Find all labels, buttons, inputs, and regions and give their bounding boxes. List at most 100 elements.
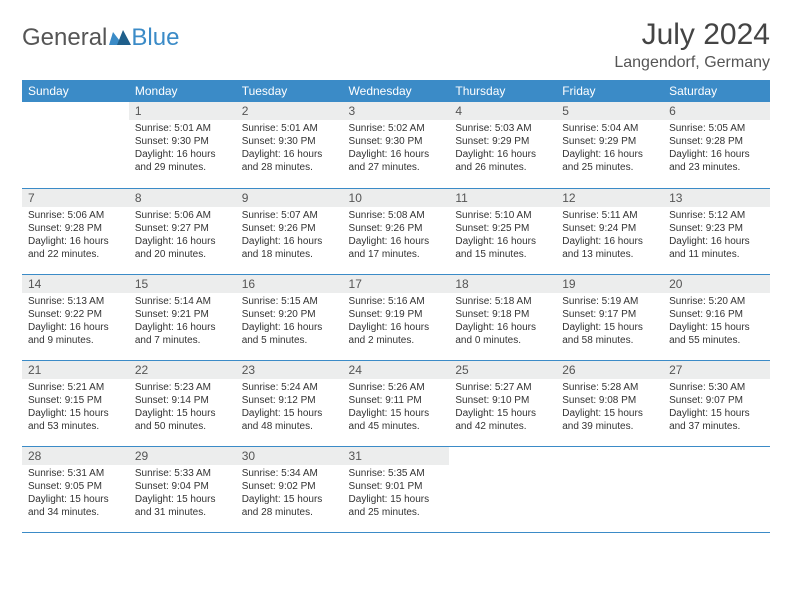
day-number: 20 <box>663 275 770 293</box>
sunrise-text: Sunrise: 5:14 AM <box>135 295 230 308</box>
calendar-day-cell: 30Sunrise: 5:34 AMSunset: 9:02 PMDayligh… <box>236 446 343 532</box>
calendar-day-cell: 24Sunrise: 5:26 AMSunset: 9:11 PMDayligh… <box>343 360 450 446</box>
calendar-day-cell: 9Sunrise: 5:07 AMSunset: 9:26 PMDaylight… <box>236 188 343 274</box>
day-body: Sunrise: 5:05 AMSunset: 9:28 PMDaylight:… <box>663 120 770 178</box>
calendar-day-cell: 14Sunrise: 5:13 AMSunset: 9:22 PMDayligh… <box>22 274 129 360</box>
day-number: 1 <box>129 102 236 120</box>
daylight-text: Daylight: 15 hours and 25 minutes. <box>349 493 444 519</box>
sunset-text: Sunset: 9:28 PM <box>28 222 123 235</box>
daylight-text: Daylight: 16 hours and 26 minutes. <box>455 148 550 174</box>
day-body: Sunrise: 5:24 AMSunset: 9:12 PMDaylight:… <box>236 379 343 437</box>
day-body: Sunrise: 5:31 AMSunset: 9:05 PMDaylight:… <box>22 465 129 523</box>
day-body: Sunrise: 5:26 AMSunset: 9:11 PMDaylight:… <box>343 379 450 437</box>
sunrise-text: Sunrise: 5:26 AM <box>349 381 444 394</box>
brand-triangle-icon <box>109 24 131 40</box>
weekday-header: Friday <box>556 80 663 102</box>
daylight-text: Daylight: 16 hours and 5 minutes. <box>242 321 337 347</box>
day-number: 10 <box>343 189 450 207</box>
daylight-text: Daylight: 16 hours and 25 minutes. <box>562 148 657 174</box>
day-number: 3 <box>343 102 450 120</box>
sunset-text: Sunset: 9:20 PM <box>242 308 337 321</box>
day-body: Sunrise: 5:06 AMSunset: 9:27 PMDaylight:… <box>129 207 236 265</box>
calendar-day-cell: 29Sunrise: 5:33 AMSunset: 9:04 PMDayligh… <box>129 446 236 532</box>
day-number: 30 <box>236 447 343 465</box>
weekday-header: Tuesday <box>236 80 343 102</box>
sunset-text: Sunset: 9:16 PM <box>669 308 764 321</box>
calendar-day-cell: 11Sunrise: 5:10 AMSunset: 9:25 PMDayligh… <box>449 188 556 274</box>
sunrise-text: Sunrise: 5:27 AM <box>455 381 550 394</box>
daylight-text: Daylight: 16 hours and 15 minutes. <box>455 235 550 261</box>
brand-logo: General Blue <box>22 24 179 52</box>
day-body: Sunrise: 5:07 AMSunset: 9:26 PMDaylight:… <box>236 207 343 265</box>
daylight-text: Daylight: 15 hours and 42 minutes. <box>455 407 550 433</box>
calendar-day-cell: 6Sunrise: 5:05 AMSunset: 9:28 PMDaylight… <box>663 102 770 188</box>
sunset-text: Sunset: 9:18 PM <box>455 308 550 321</box>
sunrise-text: Sunrise: 5:24 AM <box>242 381 337 394</box>
sunrise-text: Sunrise: 5:33 AM <box>135 467 230 480</box>
calendar-day-cell: 21Sunrise: 5:21 AMSunset: 9:15 PMDayligh… <box>22 360 129 446</box>
daylight-text: Daylight: 16 hours and 22 minutes. <box>28 235 123 261</box>
day-body: Sunrise: 5:19 AMSunset: 9:17 PMDaylight:… <box>556 293 663 351</box>
sunrise-text: Sunrise: 5:31 AM <box>28 467 123 480</box>
sunrise-text: Sunrise: 5:03 AM <box>455 122 550 135</box>
day-number <box>663 447 770 451</box>
calendar-week-row: 14Sunrise: 5:13 AMSunset: 9:22 PMDayligh… <box>22 274 770 360</box>
day-number <box>449 447 556 451</box>
sunset-text: Sunset: 9:22 PM <box>28 308 123 321</box>
calendar-week-row: 28Sunrise: 5:31 AMSunset: 9:05 PMDayligh… <box>22 446 770 532</box>
day-number: 18 <box>449 275 556 293</box>
day-body: Sunrise: 5:14 AMSunset: 9:21 PMDaylight:… <box>129 293 236 351</box>
daylight-text: Daylight: 15 hours and 48 minutes. <box>242 407 337 433</box>
calendar-day-cell: 17Sunrise: 5:16 AMSunset: 9:19 PMDayligh… <box>343 274 450 360</box>
day-number: 4 <box>449 102 556 120</box>
sunrise-text: Sunrise: 5:02 AM <box>349 122 444 135</box>
calendar-day-cell <box>449 446 556 532</box>
calendar-day-cell: 27Sunrise: 5:30 AMSunset: 9:07 PMDayligh… <box>663 360 770 446</box>
sunset-text: Sunset: 9:10 PM <box>455 394 550 407</box>
calendar-day-cell: 28Sunrise: 5:31 AMSunset: 9:05 PMDayligh… <box>22 446 129 532</box>
sunrise-text: Sunrise: 5:35 AM <box>349 467 444 480</box>
day-body: Sunrise: 5:28 AMSunset: 9:08 PMDaylight:… <box>556 379 663 437</box>
calendar-day-cell: 2Sunrise: 5:01 AMSunset: 9:30 PMDaylight… <box>236 102 343 188</box>
calendar-day-cell: 7Sunrise: 5:06 AMSunset: 9:28 PMDaylight… <box>22 188 129 274</box>
daylight-text: Daylight: 16 hours and 0 minutes. <box>455 321 550 347</box>
daylight-text: Daylight: 15 hours and 50 minutes. <box>135 407 230 433</box>
day-number: 16 <box>236 275 343 293</box>
day-body: Sunrise: 5:06 AMSunset: 9:28 PMDaylight:… <box>22 207 129 265</box>
sunset-text: Sunset: 9:14 PM <box>135 394 230 407</box>
sunrise-text: Sunrise: 5:13 AM <box>28 295 123 308</box>
day-number: 29 <box>129 447 236 465</box>
sunset-text: Sunset: 9:29 PM <box>455 135 550 148</box>
weekday-header: Thursday <box>449 80 556 102</box>
day-number: 6 <box>663 102 770 120</box>
sunrise-text: Sunrise: 5:06 AM <box>135 209 230 222</box>
sunrise-text: Sunrise: 5:18 AM <box>455 295 550 308</box>
day-number: 24 <box>343 361 450 379</box>
daylight-text: Daylight: 16 hours and 23 minutes. <box>669 148 764 174</box>
day-body: Sunrise: 5:08 AMSunset: 9:26 PMDaylight:… <box>343 207 450 265</box>
sunset-text: Sunset: 9:08 PM <box>562 394 657 407</box>
sunset-text: Sunset: 9:07 PM <box>669 394 764 407</box>
sunrise-text: Sunrise: 5:16 AM <box>349 295 444 308</box>
daylight-text: Daylight: 16 hours and 27 minutes. <box>349 148 444 174</box>
sunset-text: Sunset: 9:01 PM <box>349 480 444 493</box>
daylight-text: Daylight: 15 hours and 34 minutes. <box>28 493 123 519</box>
calendar-day-cell: 5Sunrise: 5:04 AMSunset: 9:29 PMDaylight… <box>556 102 663 188</box>
calendar-week-row: 1Sunrise: 5:01 AMSunset: 9:30 PMDaylight… <box>22 102 770 188</box>
day-body: Sunrise: 5:11 AMSunset: 9:24 PMDaylight:… <box>556 207 663 265</box>
sunset-text: Sunset: 9:26 PM <box>242 222 337 235</box>
daylight-text: Daylight: 16 hours and 20 minutes. <box>135 235 230 261</box>
month-title: July 2024 <box>614 18 770 52</box>
calendar-day-cell: 16Sunrise: 5:15 AMSunset: 9:20 PMDayligh… <box>236 274 343 360</box>
location-label: Langendorf, Germany <box>614 54 770 72</box>
day-body: Sunrise: 5:35 AMSunset: 9:01 PMDaylight:… <box>343 465 450 523</box>
daylight-text: Daylight: 15 hours and 39 minutes. <box>562 407 657 433</box>
sunrise-text: Sunrise: 5:11 AM <box>562 209 657 222</box>
daylight-text: Daylight: 16 hours and 18 minutes. <box>242 235 337 261</box>
day-number: 19 <box>556 275 663 293</box>
sunset-text: Sunset: 9:19 PM <box>349 308 444 321</box>
brand-part1: General <box>22 24 107 52</box>
calendar-day-cell: 1Sunrise: 5:01 AMSunset: 9:30 PMDaylight… <box>129 102 236 188</box>
sunset-text: Sunset: 9:25 PM <box>455 222 550 235</box>
day-number: 5 <box>556 102 663 120</box>
